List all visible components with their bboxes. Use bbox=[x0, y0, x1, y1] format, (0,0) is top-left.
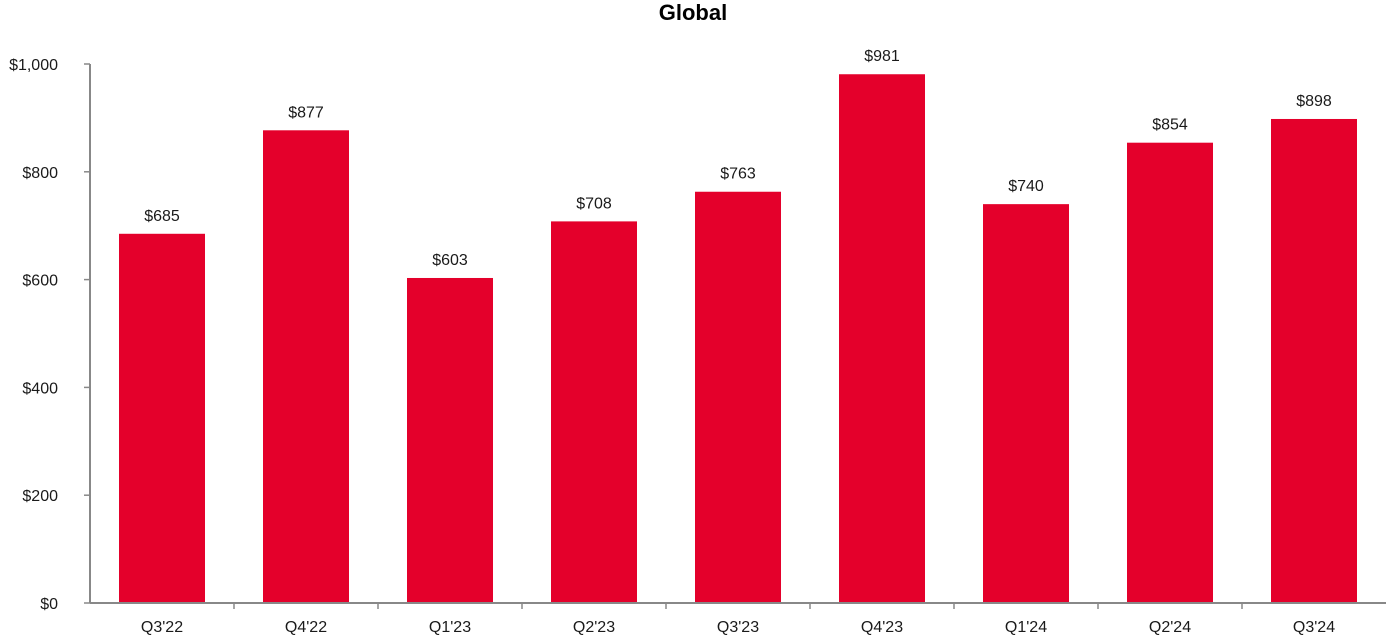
x-tick-label: Q3'23 bbox=[717, 619, 759, 636]
bar bbox=[839, 74, 925, 604]
bar bbox=[983, 204, 1069, 603]
bar bbox=[1127, 142, 1213, 603]
bar-value-label: $763 bbox=[720, 166, 756, 183]
y-tick-label: $800 bbox=[22, 165, 58, 182]
bar bbox=[263, 130, 349, 603]
x-tick-label: Q2'24 bbox=[1149, 619, 1191, 636]
bar bbox=[119, 233, 205, 603]
bars bbox=[119, 74, 1357, 604]
bar-value-label: $603 bbox=[432, 252, 468, 269]
bar bbox=[695, 191, 781, 604]
y-tick-label: $600 bbox=[22, 273, 58, 290]
bar bbox=[551, 221, 637, 603]
bar bbox=[407, 277, 493, 603]
y-tick-label: $1,000 bbox=[9, 57, 58, 74]
x-tick-label: Q3'24 bbox=[1293, 619, 1335, 636]
x-tick-label: Q1'23 bbox=[429, 619, 471, 636]
bar-value-label: $898 bbox=[1296, 93, 1332, 110]
bar-value-label: $854 bbox=[1152, 117, 1188, 134]
bar bbox=[1271, 118, 1357, 603]
chart-title: Global bbox=[659, 0, 727, 25]
x-tick-label: Q3'22 bbox=[141, 619, 183, 636]
bar-value-label: $685 bbox=[144, 208, 180, 225]
x-tick-label: Q2'23 bbox=[573, 619, 615, 636]
value-labels: $685 $877 $603 $708 $763 $981 $740 $854 $898 bbox=[144, 48, 1332, 269]
bar-value-label: $740 bbox=[1008, 178, 1044, 195]
x-tick-label: Q4'23 bbox=[861, 619, 903, 636]
bar-value-label: $981 bbox=[864, 48, 900, 65]
bar-value-label: $708 bbox=[576, 195, 612, 212]
y-tick-label: $400 bbox=[22, 380, 58, 397]
x-tick-label: Q4'22 bbox=[285, 619, 327, 636]
x-axis-ticks: Q3'22 Q4'22 Q1'23 Q2'23 Q3'23 Q4'23 Q1'24 Q2'24… bbox=[141, 603, 1335, 636]
y-axis-ticks: $0 $200 $400 $600 $800 $1,000 bbox=[9, 57, 90, 613]
y-tick-label: $200 bbox=[22, 488, 58, 505]
bar-value-label: $877 bbox=[288, 104, 324, 121]
x-tick-label: Q1'24 bbox=[1005, 619, 1047, 636]
y-tick-label: $0 bbox=[40, 596, 58, 613]
